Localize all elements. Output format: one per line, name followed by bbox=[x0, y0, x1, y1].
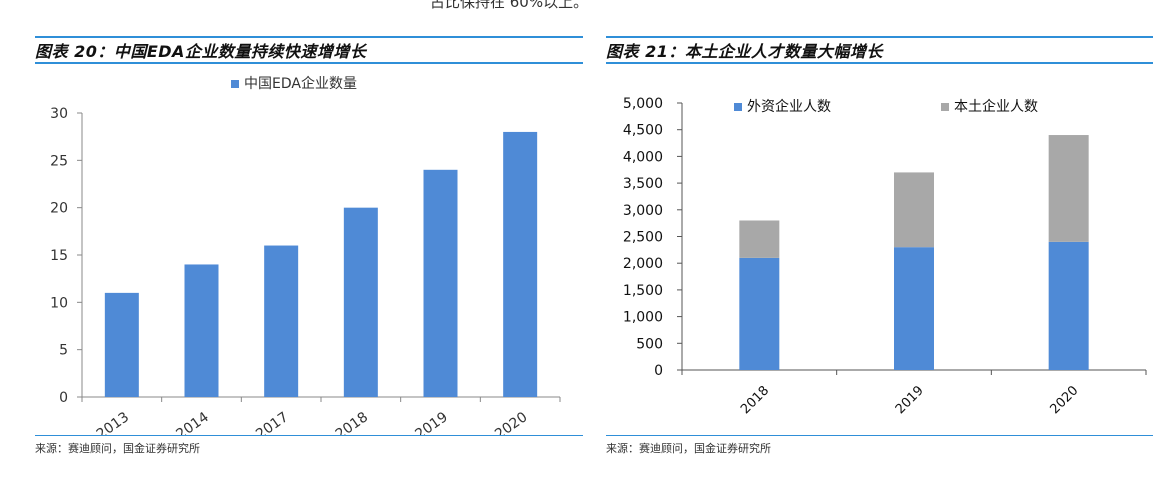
y-tick-label: 15 bbox=[50, 248, 68, 264]
legend-label: 中国EDA企业数量 bbox=[244, 75, 357, 92]
bar bbox=[343, 207, 378, 397]
chart-panel-enterprise-count: 图表 20：中国EDA企业数量持续快速增增长 0 5 10 15 20 25 30 2013 2… bbox=[35, 36, 583, 462]
y-tick-label: 5,000 bbox=[623, 96, 663, 112]
x-tick-label: 2019 bbox=[412, 409, 450, 435]
y-tick-label: 500 bbox=[636, 336, 663, 352]
header-fragment: 占比保持在 60%以上。 bbox=[430, 0, 589, 11]
legend-swatch bbox=[941, 103, 949, 111]
bar-segment bbox=[739, 257, 780, 370]
y-tick-label: 20 bbox=[50, 201, 68, 217]
bar-segment bbox=[1048, 135, 1089, 242]
y-tick-label: 10 bbox=[50, 295, 68, 311]
bar-segment bbox=[1048, 241, 1089, 370]
panel-bottom-rule bbox=[606, 435, 1153, 436]
x-tick-label: 2017 bbox=[253, 409, 291, 435]
x-tick-label: 2014 bbox=[173, 409, 211, 435]
y-tick-label: 0 bbox=[654, 363, 663, 379]
chart-panel-talent-count: 图表 21：本土企业人才数量大幅增长 0 500 1,000 1,500 2,000 2,… bbox=[606, 36, 1153, 463]
source-note: 来源：赛迪顾问，国金证券研究所 bbox=[35, 442, 200, 455]
y-tick-label: 4,000 bbox=[623, 149, 663, 165]
title-underline bbox=[606, 62, 1153, 64]
legend-label: 外资企业人数 bbox=[747, 98, 831, 115]
panel-bottom-rule bbox=[35, 435, 583, 436]
x-tick-label: 2018 bbox=[738, 383, 772, 417]
chart-title: 图表 20：中国EDA企业数量持续快速增增长 bbox=[35, 42, 367, 61]
legend-label: 本土企业人数 bbox=[954, 98, 1038, 115]
chart-area: 0 5 10 15 20 25 30 2013 2014 2017 2018 2019 2020 中国ED… bbox=[35, 65, 583, 463]
y-tick-label: 1,000 bbox=[623, 310, 663, 326]
talent-count-chart: 0 500 1,000 1,500 2,000 2,500 3,000 3,500 4,000 4… bbox=[623, 96, 1147, 417]
panel-top-rule bbox=[606, 36, 1153, 38]
x-tick-label: 2018 bbox=[333, 409, 371, 435]
title-underline bbox=[35, 62, 583, 64]
bar bbox=[184, 264, 219, 397]
y-tick-label: 2,500 bbox=[623, 230, 663, 246]
y-tick-label: 3,500 bbox=[623, 176, 663, 192]
bar-segment bbox=[894, 172, 934, 248]
y-tick-label: 2,000 bbox=[623, 256, 663, 272]
enterprise-count-chart: 0 5 10 15 20 25 30 2013 2014 2017 2018 2019 2020 中国ED… bbox=[50, 75, 561, 443]
legend-swatch bbox=[231, 80, 239, 88]
panel-top-rule bbox=[35, 36, 583, 38]
y-tick-label: 1,500 bbox=[623, 283, 663, 299]
x-tick-label: 2019 bbox=[893, 383, 927, 417]
legend-swatch bbox=[734, 103, 742, 111]
bar bbox=[104, 292, 139, 397]
y-tick-label: 5 bbox=[59, 343, 68, 359]
x-tick-label: 2020 bbox=[1047, 383, 1081, 417]
bar-segment bbox=[894, 247, 934, 370]
source-note: 来源：赛迪顾问，国金证券研究所 bbox=[606, 442, 771, 455]
chart-area: 0 500 1,000 1,500 2,000 2,500 3,000 3,500 4,000 4… bbox=[606, 65, 1153, 463]
chart-title: 图表 21：本土企业人才数量大幅增长 bbox=[606, 42, 883, 61]
y-tick-label: 30 bbox=[50, 106, 68, 122]
y-tick-label: 4,500 bbox=[623, 123, 663, 139]
bar-segment bbox=[739, 220, 780, 258]
bar bbox=[423, 169, 458, 397]
bar bbox=[264, 245, 299, 397]
bar bbox=[503, 131, 538, 397]
y-tick-label: 3,000 bbox=[623, 203, 663, 219]
y-tick-label: 0 bbox=[59, 390, 68, 406]
x-tick-label: 2013 bbox=[94, 409, 132, 435]
x-tick-label: 2020 bbox=[492, 409, 530, 435]
y-tick-label: 25 bbox=[50, 153, 68, 169]
